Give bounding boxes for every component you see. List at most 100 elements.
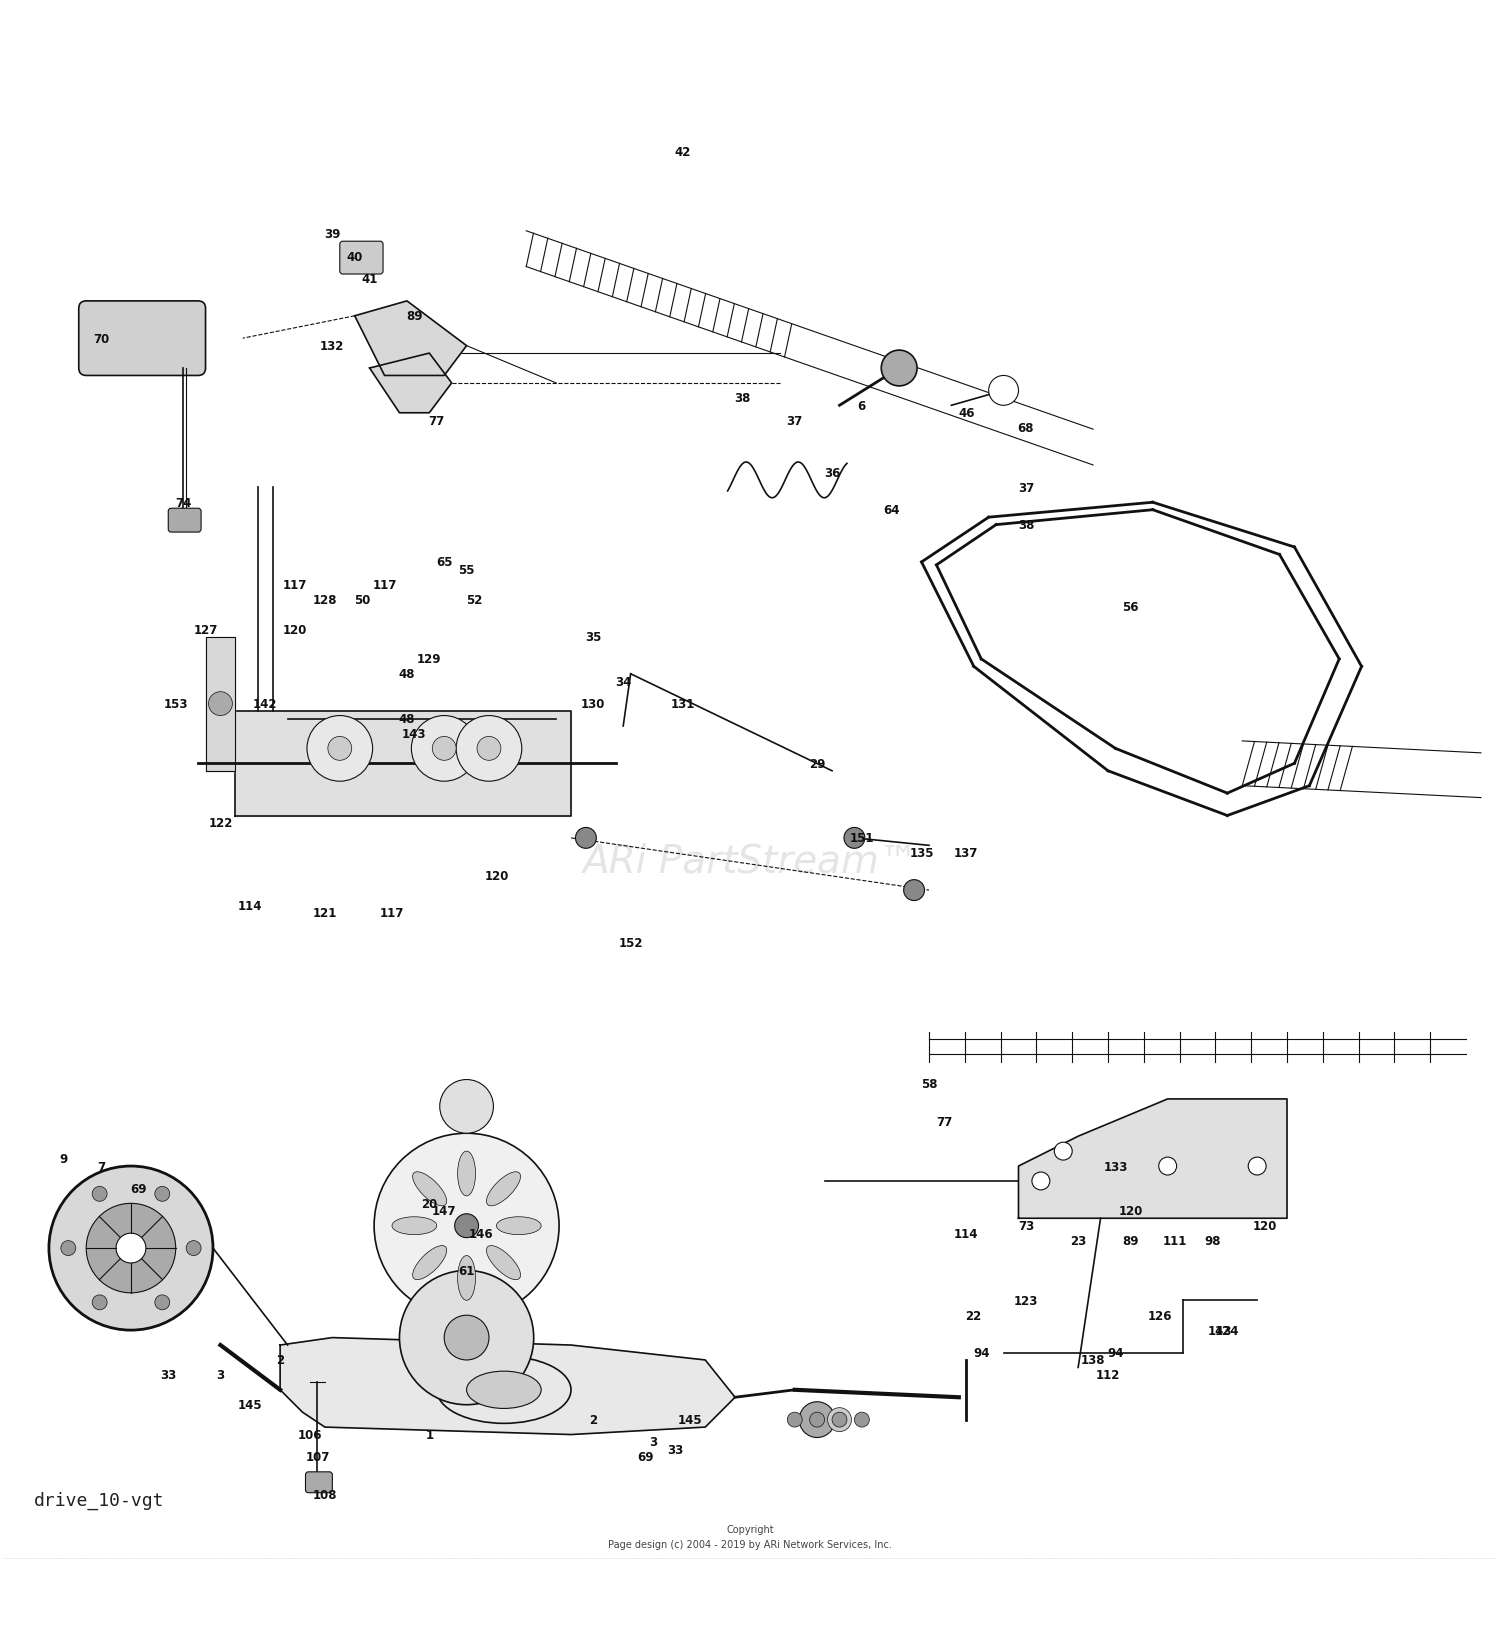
Text: 6: 6 [858,400,865,413]
Circle shape [50,1167,213,1330]
Text: 1: 1 [424,1428,433,1441]
Text: 146: 146 [470,1227,494,1240]
Text: 77: 77 [936,1115,952,1128]
Text: 117: 117 [380,906,404,919]
Circle shape [92,1296,106,1310]
Polygon shape [369,354,452,413]
Text: 58: 58 [921,1077,938,1090]
Text: 2: 2 [276,1353,284,1366]
Circle shape [788,1412,802,1428]
Text: 120: 120 [1252,1219,1276,1232]
Text: 107: 107 [304,1451,330,1464]
Text: 126: 126 [1148,1309,1173,1322]
Text: 3: 3 [216,1369,225,1382]
Circle shape [186,1240,201,1255]
Text: 36: 36 [824,467,840,480]
Circle shape [92,1186,106,1201]
Text: 38: 38 [735,392,750,405]
Text: 143: 143 [1208,1324,1231,1337]
Circle shape [800,1402,836,1438]
Circle shape [444,1315,489,1359]
Text: 65: 65 [436,557,453,570]
Circle shape [988,377,1018,406]
Text: 52: 52 [466,594,482,607]
Circle shape [855,1412,870,1428]
Text: 127: 127 [194,623,217,636]
Circle shape [833,1412,848,1428]
Circle shape [844,827,865,849]
Circle shape [62,1240,76,1255]
Text: 48: 48 [399,713,416,726]
Text: 114: 114 [238,899,262,912]
FancyBboxPatch shape [168,509,201,532]
Circle shape [882,351,916,387]
Circle shape [1032,1172,1050,1190]
Text: 39: 39 [324,228,340,242]
Ellipse shape [496,1217,542,1235]
Polygon shape [354,302,466,377]
Text: 68: 68 [1017,423,1034,434]
Circle shape [116,1234,146,1263]
Text: 70: 70 [93,333,110,346]
Text: 128: 128 [312,594,338,607]
Ellipse shape [413,1245,447,1279]
Text: drive_10-vgt: drive_10-vgt [34,1492,165,1510]
Circle shape [432,738,456,761]
Ellipse shape [466,1371,542,1408]
Polygon shape [280,1338,735,1435]
Circle shape [903,880,924,901]
Text: 120: 120 [1118,1204,1143,1217]
Text: 111: 111 [1162,1234,1188,1247]
Ellipse shape [413,1172,447,1206]
Text: 48: 48 [399,667,416,681]
Text: 131: 131 [670,698,694,710]
Text: 50: 50 [354,594,370,607]
Text: 142: 142 [254,698,278,710]
Text: 129: 129 [417,653,441,666]
Text: 133: 133 [1104,1160,1128,1173]
Text: 151: 151 [849,832,874,845]
Circle shape [1248,1157,1266,1175]
Text: 98: 98 [1204,1234,1221,1247]
Text: 7: 7 [98,1160,105,1173]
FancyBboxPatch shape [306,1472,333,1493]
Text: Copyright: Copyright [726,1524,774,1534]
Polygon shape [206,636,236,772]
Circle shape [477,738,501,761]
Text: 77: 77 [429,415,445,428]
Text: ARi PartStream™: ARi PartStream™ [582,842,918,880]
Text: 153: 153 [164,698,188,710]
Text: 122: 122 [209,818,232,831]
Text: 56: 56 [1122,601,1138,614]
FancyBboxPatch shape [340,242,382,274]
Text: 40: 40 [346,250,363,263]
Text: 120: 120 [284,623,308,636]
Text: 123: 123 [1014,1294,1038,1307]
Circle shape [411,716,477,782]
Text: 33: 33 [160,1369,177,1382]
Circle shape [328,738,351,761]
Circle shape [154,1186,170,1201]
Text: 121: 121 [312,906,338,919]
Text: 147: 147 [432,1204,456,1217]
Text: 145: 145 [238,1399,262,1412]
Text: 38: 38 [1019,519,1034,532]
Circle shape [810,1412,825,1428]
Text: 145: 145 [678,1413,702,1426]
Ellipse shape [458,1255,476,1301]
Text: 22: 22 [966,1309,982,1322]
Text: 106: 106 [297,1428,322,1441]
Text: 35: 35 [585,630,602,643]
Ellipse shape [486,1245,520,1279]
Text: 117: 117 [284,578,308,591]
Text: 94: 94 [1107,1346,1124,1359]
Text: 64: 64 [884,504,900,517]
Text: 69: 69 [130,1182,147,1195]
Circle shape [576,827,597,849]
Text: 89: 89 [1122,1234,1138,1247]
Text: 74: 74 [176,496,192,509]
Text: 152: 152 [618,937,644,950]
Text: 20: 20 [422,1198,438,1209]
Text: 94: 94 [974,1346,990,1359]
Text: 130: 130 [580,698,606,710]
